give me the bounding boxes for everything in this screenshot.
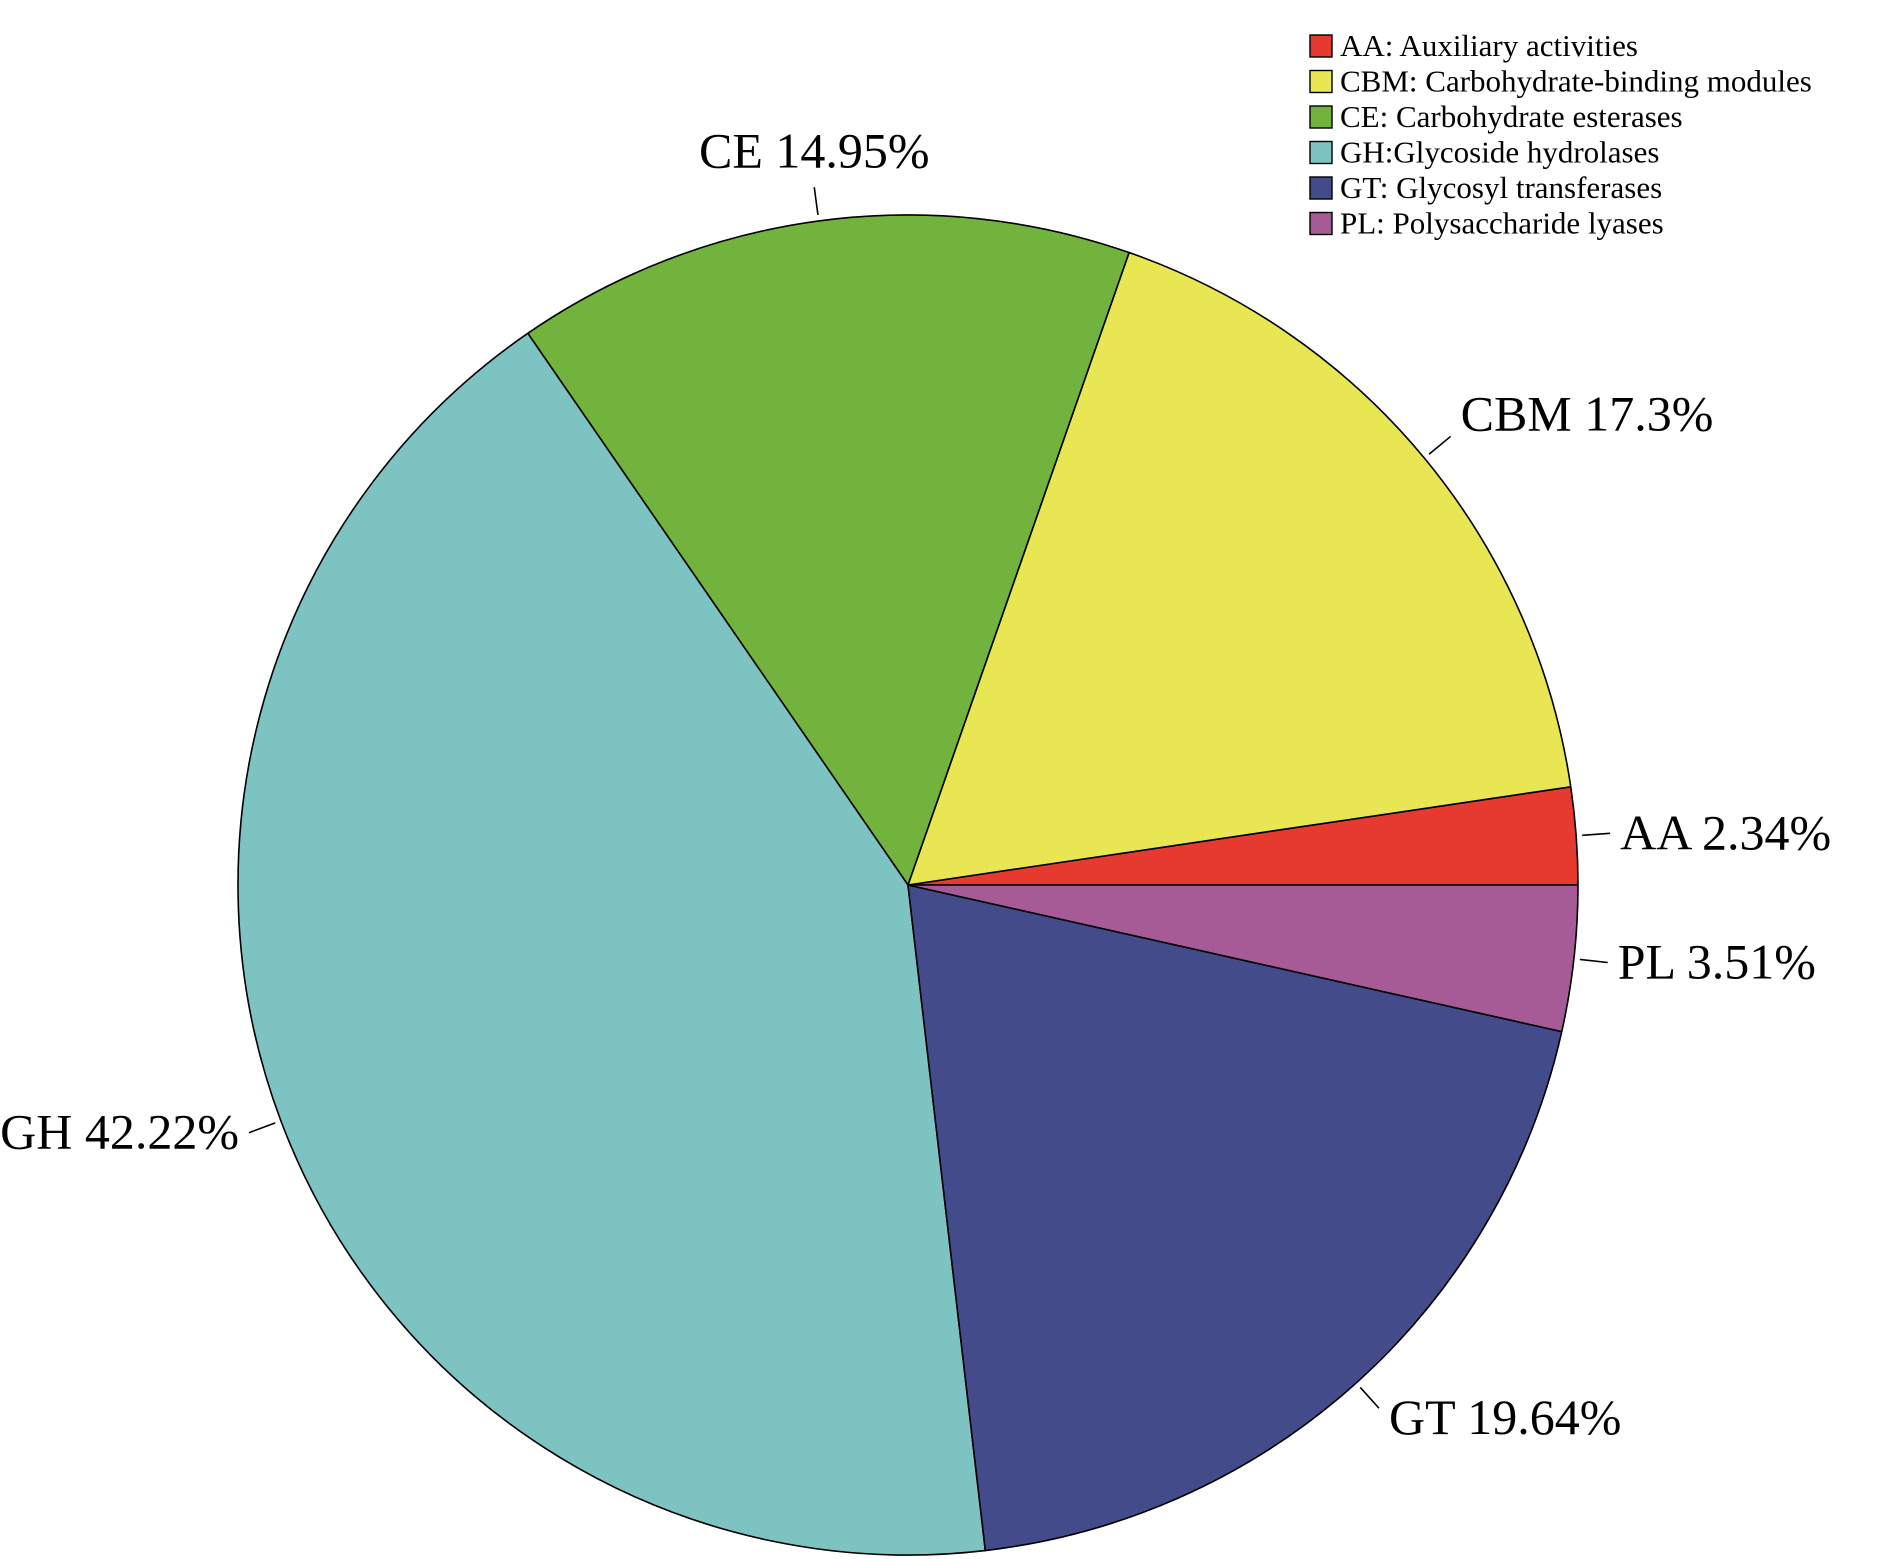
leader-line-gt (1359, 1386, 1380, 1409)
leader-line-pl (1579, 958, 1608, 964)
slice-label-cbm: CBM 17.3% (1461, 385, 1714, 441)
slice-label-aa: AA 2.34% (1620, 804, 1831, 860)
pie-slice-cbm (907, 251, 1572, 886)
legend-entry-gh: GH:Glycoside hydrolases (1340, 135, 1659, 170)
legend-swatch-ce (1309, 105, 1333, 129)
pie-slice-gh (237, 332, 987, 1556)
pie-slice-pl (907, 884, 1579, 1033)
legend-swatch-pl (1309, 211, 1333, 236)
legend-entry-pl: PL: Polysaccharide lyases (1340, 206, 1664, 241)
leader-line-gh (248, 1122, 276, 1134)
legend-swatch-gt (1309, 176, 1333, 200)
legend-swatch-aa (1309, 34, 1333, 58)
leader-line-cbm (1428, 435, 1452, 455)
legend-entry-aa: AA: Auxiliary activities (1340, 28, 1638, 63)
legend-entry-cbm: CBM: Carbohydrate-binding modules (1340, 64, 1812, 99)
legend-entry-ce: CE: Carbohydrate esterases (1340, 99, 1683, 134)
pie-slice-ce (527, 214, 1130, 886)
slice-label-gh: GH 42.22% (0, 1104, 239, 1160)
legend-entry-gt: GT: Glycosyl transferases (1340, 170, 1662, 205)
slice-label-pl: PL 3.51% (1618, 934, 1816, 990)
slice-labels: AA 2.34% CBM 17.3% CE 14.95% GH 42.22% GT 19… (0, 122, 1831, 1445)
slice-label-ce: CE 14.95% (699, 122, 930, 178)
slice-label-gt: GT 19.64% (1389, 1389, 1621, 1445)
legend-swatch-cbm (1309, 69, 1333, 94)
pie-slices (237, 214, 1579, 1556)
leader-line-aa (1582, 832, 1611, 837)
pie-slice-gt (907, 884, 1563, 1552)
leader-line-ce (813, 187, 819, 216)
legend-swatch-gh (1309, 140, 1333, 165)
